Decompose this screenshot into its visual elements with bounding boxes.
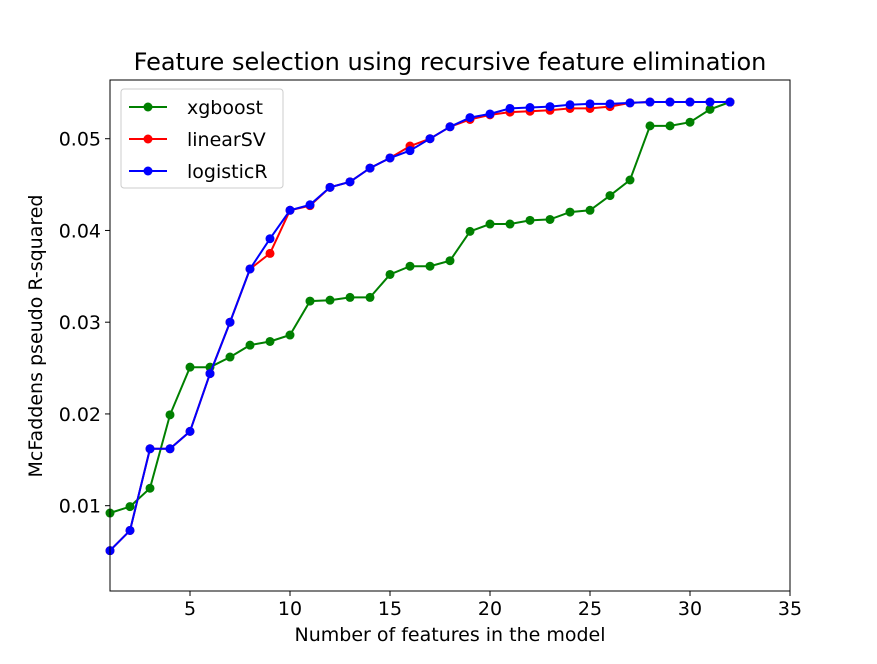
y-tick-label: 0.04: [59, 220, 101, 242]
x-axis-ticks: 5 10 15 20 25 30 35: [184, 591, 802, 620]
legend-item-xgboost: xgboost: [129, 97, 263, 119]
plot-frame: [109, 79, 791, 592]
data-point: [225, 352, 235, 362]
legend-marker: [143, 134, 153, 144]
data-point: [405, 146, 415, 156]
data-point: [425, 134, 435, 144]
data-point: [385, 269, 395, 279]
data-point: [385, 153, 395, 163]
data-point: [165, 410, 175, 420]
data-point: [725, 97, 735, 107]
data-point: [205, 369, 215, 379]
data-point: [365, 163, 375, 173]
data-point: [325, 295, 335, 305]
data-point: [645, 121, 655, 131]
data-point: [265, 336, 275, 346]
data-point: [585, 205, 595, 215]
data-point: [525, 215, 535, 225]
series-layer: [105, 97, 735, 556]
x-axis-label: Number of features in the model: [295, 624, 606, 646]
data-point: [465, 226, 475, 236]
legend-label: xgboost: [187, 97, 263, 119]
data-point: [445, 122, 455, 132]
legend-marker: [143, 102, 153, 112]
data-point: [665, 97, 675, 107]
data-point: [405, 261, 415, 271]
data-point: [265, 234, 275, 244]
data-point: [485, 219, 495, 229]
y-axis-ticks: 0.01 0.02 0.03 0.04 0.05: [59, 129, 110, 518]
data-point: [445, 256, 455, 266]
data-point: [125, 502, 135, 512]
legend-box: [120, 88, 284, 189]
data-point: [145, 444, 155, 454]
data-point: [185, 362, 195, 372]
data-point: [165, 444, 175, 454]
data-point: [245, 264, 255, 274]
data-point: [145, 483, 155, 493]
data-point: [505, 219, 515, 229]
series-logisticR: [105, 97, 735, 556]
data-point: [345, 177, 355, 187]
data-point: [225, 317, 235, 327]
data-point: [265, 248, 275, 258]
legend-item-linearSV: linearSV: [129, 129, 266, 151]
data-point: [565, 100, 575, 110]
legend: xgboost linearSV logisticR: [120, 88, 284, 189]
x-tick-label: 15: [378, 598, 402, 620]
data-point: [665, 121, 675, 131]
data-point: [685, 117, 695, 127]
x-tick-label: 10: [278, 598, 302, 620]
y-axis-label: McFaddens pseudo R-squared: [25, 195, 47, 478]
chart-title: Feature selection using recursive featur…: [134, 48, 767, 76]
data-point: [685, 97, 695, 107]
data-point: [185, 426, 195, 436]
data-point: [285, 205, 295, 215]
y-tick-label: 0.05: [59, 129, 101, 151]
data-point: [705, 104, 715, 114]
data-point: [625, 175, 635, 185]
data-point: [565, 207, 575, 217]
y-tick-label: 0.03: [59, 312, 101, 334]
data-point: [645, 97, 655, 107]
data-point: [305, 296, 315, 306]
x-tick-label: 5: [184, 598, 196, 620]
x-tick-label: 25: [578, 598, 602, 620]
data-point: [485, 109, 495, 119]
data-point: [605, 191, 615, 201]
data-point: [705, 97, 715, 107]
data-point: [545, 102, 555, 112]
data-point: [365, 292, 375, 302]
x-tick-label: 35: [778, 598, 802, 620]
data-point: [625, 98, 635, 108]
y-tick-label: 0.02: [59, 404, 101, 426]
legend-label: linearSV: [187, 129, 266, 151]
data-point: [305, 200, 315, 210]
data-point: [125, 525, 135, 535]
data-point: [525, 103, 535, 113]
data-point: [585, 99, 595, 109]
legend-item-logisticR: logisticR: [129, 161, 268, 183]
legend-label: logisticR: [187, 161, 268, 183]
data-point: [325, 182, 335, 192]
x-tick-label: 30: [678, 598, 702, 620]
y-tick-label: 0.01: [59, 496, 101, 518]
data-point: [425, 261, 435, 271]
x-tick-label: 20: [478, 598, 502, 620]
data-point: [245, 340, 255, 350]
data-point: [345, 292, 355, 302]
data-point: [285, 330, 295, 340]
data-point: [605, 99, 615, 109]
legend-marker: [143, 166, 153, 176]
data-point: [465, 113, 475, 123]
data-point: [545, 214, 555, 224]
data-point: [505, 103, 515, 113]
